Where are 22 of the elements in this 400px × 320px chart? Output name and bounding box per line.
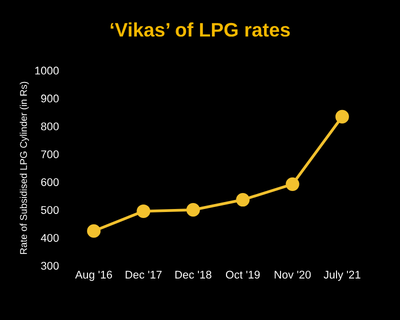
point bbox=[186, 203, 200, 217]
point bbox=[286, 177, 300, 191]
x-tick-label: Dec '17 bbox=[126, 270, 162, 279]
y-tick-label: 800 bbox=[41, 122, 59, 130]
y-axis-title: Rate of Subsidised LPG Cylinder (in Rs) bbox=[20, 82, 29, 254]
chart-title: ‘Vikas’ of LPG rates bbox=[110, 22, 290, 37]
point bbox=[87, 224, 101, 238]
point bbox=[136, 204, 150, 218]
x-tick-label: Aug '16 bbox=[75, 270, 112, 281]
y-tick-label: 600 bbox=[41, 178, 59, 186]
point bbox=[236, 193, 250, 207]
x-tick-label: Nov '20 bbox=[274, 270, 311, 279]
y-tick-label: 300 bbox=[41, 262, 59, 270]
x-tick-label: Oct '19 bbox=[226, 270, 260, 279]
x-tick-label: July '21 bbox=[324, 270, 360, 281]
y-tick-label: 900 bbox=[41, 94, 59, 102]
y-tick-label: 700 bbox=[41, 150, 59, 158]
y-tick-label: 500 bbox=[41, 206, 59, 214]
point bbox=[335, 110, 349, 124]
x-tick-label: Dec '18 bbox=[175, 270, 212, 279]
y-tick-label: 400 bbox=[40, 234, 59, 242]
y-tick-label: 1000 bbox=[35, 66, 59, 75]
